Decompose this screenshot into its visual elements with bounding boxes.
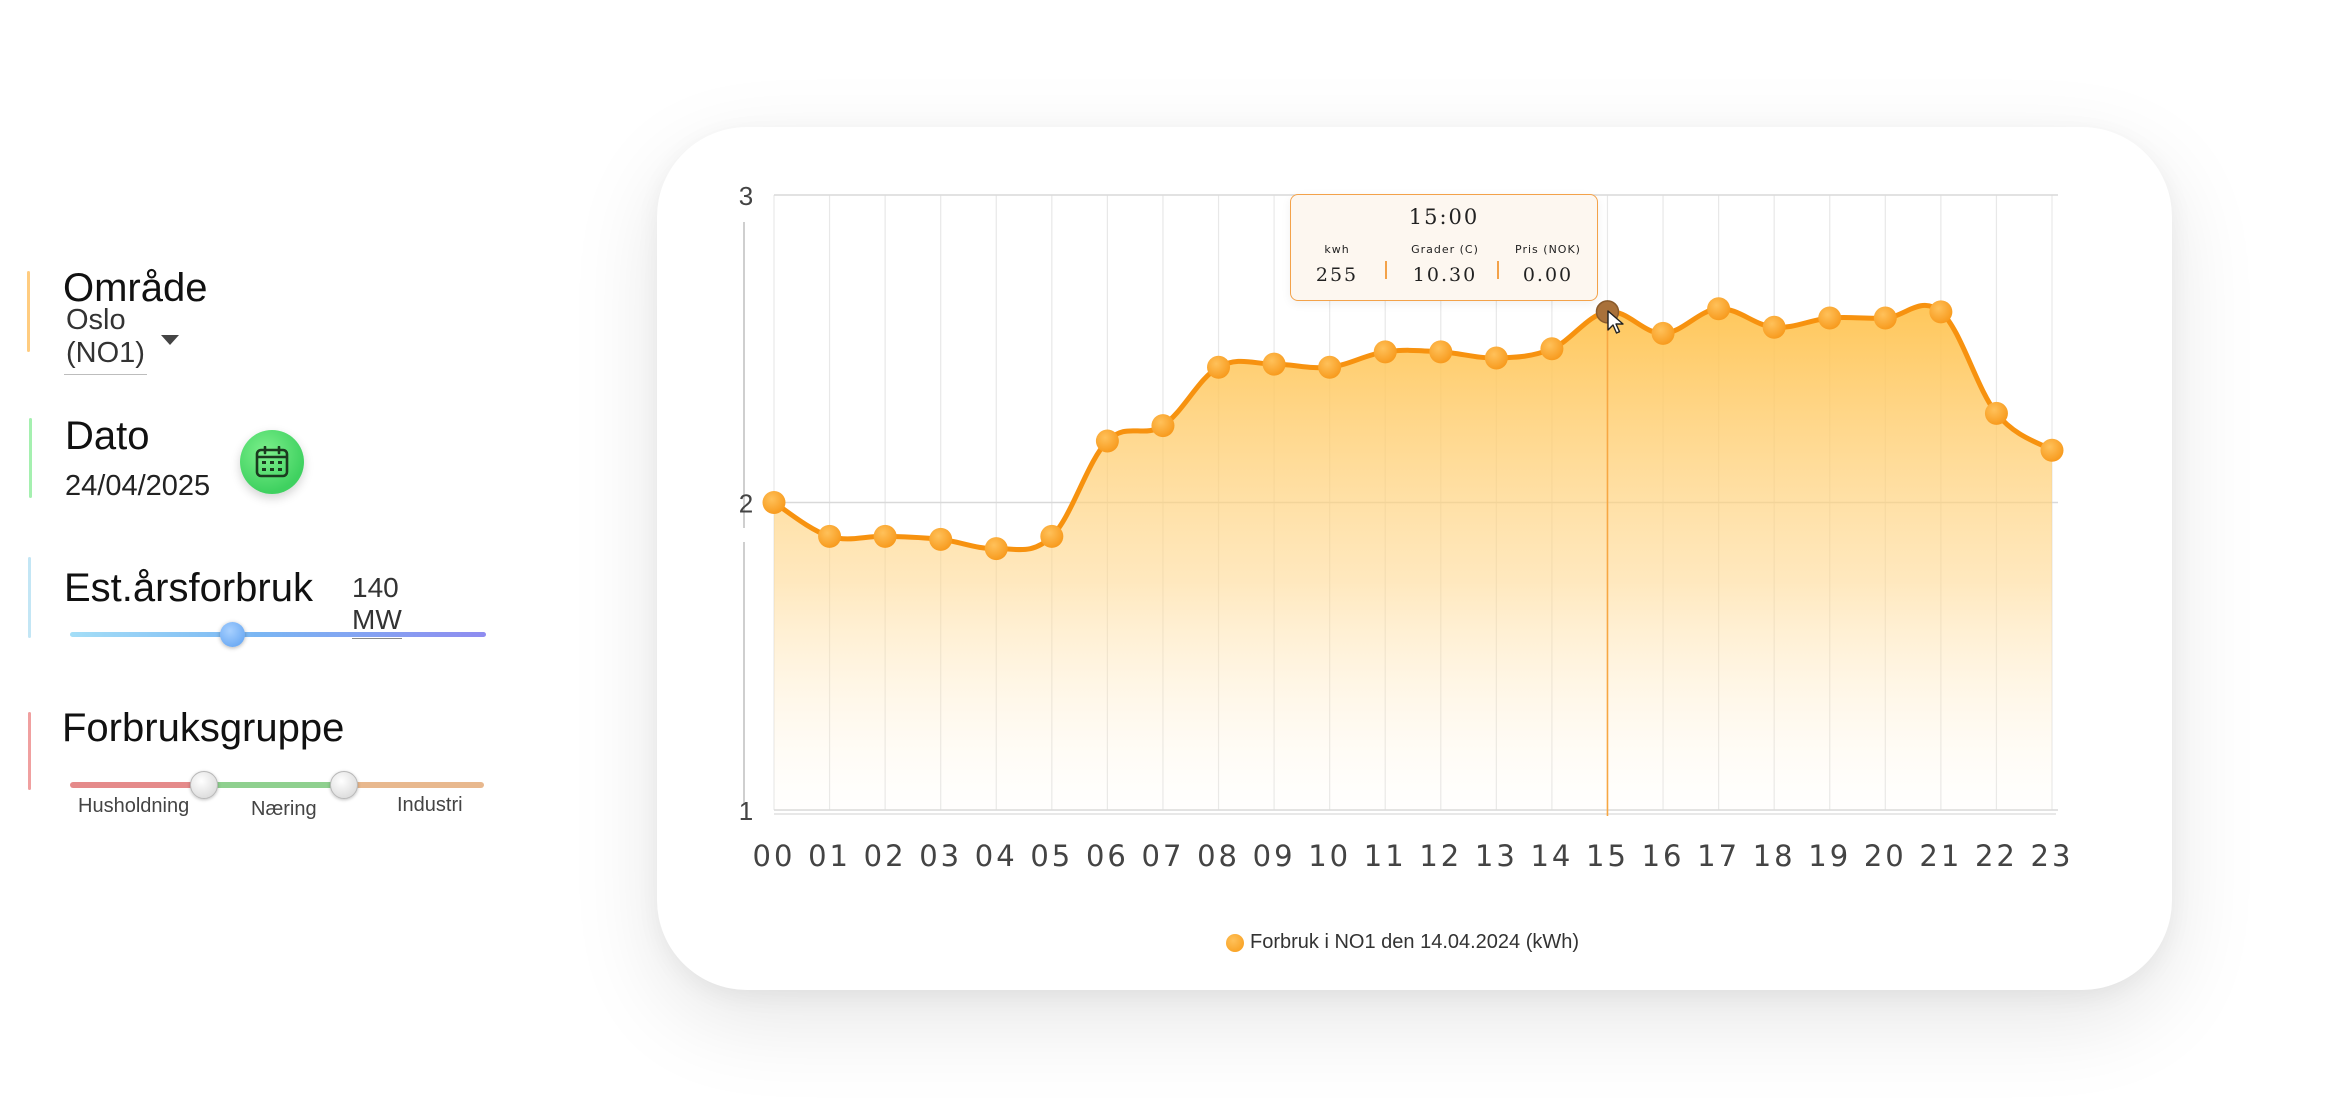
data-point [1040, 524, 1064, 548]
data-point [1540, 337, 1564, 361]
x-tick-label: 02 [864, 839, 907, 873]
data-point [1095, 429, 1119, 453]
x-tick-label: 03 [919, 839, 962, 873]
tooltip-col-grader: Grader (C) 10.30 [1397, 243, 1493, 286]
data-point [818, 524, 842, 548]
mouse-cursor-icon [1607, 310, 1624, 334]
group-segment-industri[interactable] [344, 782, 484, 788]
tooltip-header-pris: Pris (NOK) [1515, 243, 1581, 256]
area-label: Område [63, 266, 208, 310]
data-point [984, 537, 1008, 561]
chevron-down-icon [160, 335, 179, 345]
data-point [1762, 315, 1786, 339]
data-point [1373, 340, 1397, 364]
x-tick-label: 20 [1864, 839, 1907, 873]
data-point [1318, 355, 1342, 379]
chart-legend[interactable]: Forbruk i NO1 den 14.04.2024 (kWh) [1226, 931, 1579, 954]
group-segment-husholdning[interactable] [70, 782, 204, 788]
y-tick-label: 1 [739, 796, 753, 826]
series-area [774, 305, 2052, 810]
x-tick-label: 13 [1475, 839, 1518, 873]
group-option-husholdning: Husholdning [78, 795, 190, 817]
x-tick-label: 05 [1030, 839, 1073, 873]
group-accent-bar [28, 712, 31, 790]
y-tick-label: 2 [739, 489, 753, 519]
y-tick-label: 3 [739, 181, 753, 211]
group-label: Forbruksgruppe [62, 706, 345, 750]
data-point [1929, 300, 1953, 324]
x-tick-label: 01 [808, 839, 851, 873]
chart-tooltip: 15:00 kwh 255 Grader (C) 10.30 Pris (NOK… [1290, 194, 1598, 301]
x-tick-label: 10 [1308, 839, 1351, 873]
tooltip-separator [1385, 261, 1387, 279]
x-tick-label: 06 [1086, 839, 1129, 873]
x-tick-label: 16 [1642, 839, 1685, 873]
legend-marker [1226, 933, 1244, 952]
calendar-button[interactable] [240, 430, 304, 494]
data-point [2040, 438, 2064, 462]
x-tick-label: 18 [1753, 839, 1796, 873]
x-tick-label: 11 [1364, 839, 1407, 873]
data-point [1707, 297, 1731, 321]
tooltip-value-grader: 10.30 [1412, 264, 1478, 286]
data-point [1262, 352, 1286, 376]
tooltip-separator [1497, 261, 1499, 279]
consumption-value: 140 MW [352, 572, 402, 639]
calendar-icon [255, 446, 289, 478]
date-label: Dato [65, 414, 150, 458]
x-tick-label: 12 [1419, 839, 1462, 873]
consumption-slider-thumb[interactable] [220, 622, 246, 647]
group-segment-naering[interactable] [204, 782, 344, 788]
tooltip-col-pris: Pris (NOK) 0.00 [1503, 243, 1593, 286]
consumption-label: Est.årsforbruk [64, 566, 313, 610]
data-point [1151, 414, 1175, 438]
x-tick-label: 14 [1530, 839, 1573, 873]
consumption-slider-track[interactable] [70, 632, 486, 637]
data-point [929, 527, 953, 551]
tooltip-col-kwh: kwh 255 [1305, 243, 1369, 286]
date-value: 24/04/2025 [65, 470, 211, 502]
group-option-industri: Industri [397, 794, 463, 816]
x-tick-label: 22 [1975, 839, 2018, 873]
consumption-accent-bar [28, 557, 31, 638]
data-point [1484, 346, 1508, 370]
x-tick-label: 04 [975, 839, 1018, 873]
group-slider-thumb-right[interactable] [330, 771, 358, 799]
data-point [1207, 355, 1231, 379]
x-tick-label: 17 [1697, 839, 1740, 873]
data-point [1873, 306, 1897, 330]
data-point [1818, 306, 1842, 330]
group-slider-thumb-left[interactable] [190, 771, 218, 799]
x-tick-label: 09 [1253, 839, 1296, 873]
area-select[interactable]: Oslo (NO1) [64, 304, 179, 375]
legend-label: Forbruk i NO1 den 14.04.2024 (kWh) [1250, 931, 1580, 953]
x-tick-label: 15 [1586, 839, 1629, 873]
tooltip-value-pris: 0.00 [1522, 264, 1574, 286]
data-point [873, 524, 897, 548]
group-option-naering: Næring [251, 798, 317, 820]
x-tick-label: 23 [2031, 839, 2074, 873]
area-select-value: Oslo (NO1) [64, 304, 147, 375]
x-tick-label: 08 [1197, 839, 1240, 873]
x-tick-label: 07 [1142, 839, 1185, 873]
tooltip-value-kwh: 255 [1315, 264, 1359, 286]
data-point [1984, 401, 2008, 425]
x-tick-label: 00 [753, 839, 796, 873]
tooltip-time: 15:00 [1408, 205, 1480, 229]
date-accent-bar [29, 418, 32, 498]
x-tick-label: 19 [1808, 839, 1851, 873]
tooltip-header-grader: Grader (C) [1411, 243, 1479, 256]
data-point [1651, 321, 1675, 345]
area-accent-bar [27, 271, 30, 352]
x-tick-label: 21 [1919, 839, 1962, 873]
tooltip-header-kwh: kwh [1324, 243, 1350, 256]
data-point [762, 491, 786, 514]
data-point [1429, 340, 1453, 364]
